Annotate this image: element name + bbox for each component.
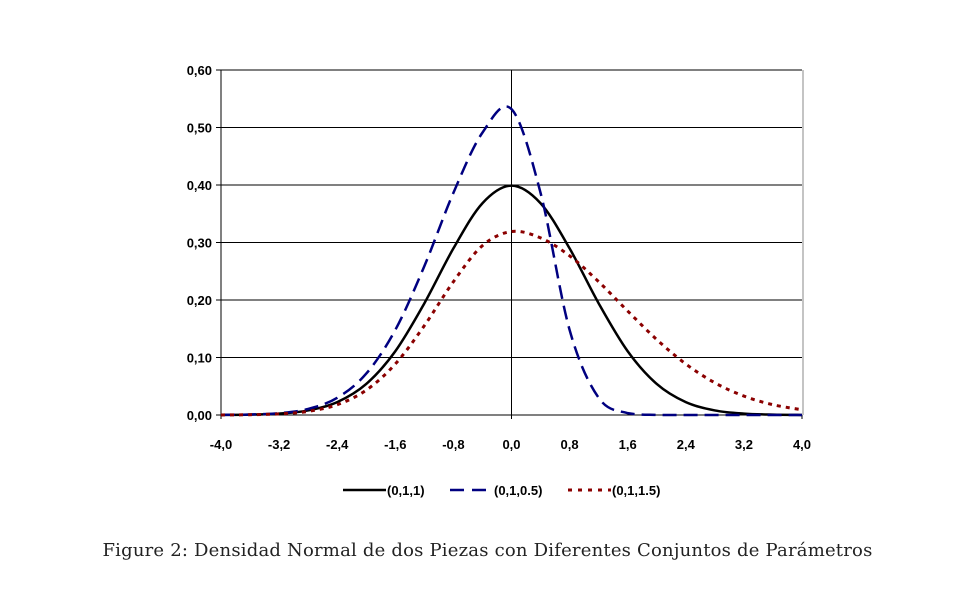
y-tick-label: 0,40 <box>187 178 212 193</box>
axes <box>220 70 804 419</box>
x-tick-label: -0,8 <box>442 437 464 452</box>
x-tick-label: -4,0 <box>210 437 232 452</box>
x-tick-label: 1,6 <box>619 437 637 452</box>
series-line-1 <box>220 105 802 417</box>
y-tick-label: 0,20 <box>187 293 212 308</box>
figure-caption: Figure 2: Densidad Normal de dos Piezas … <box>102 540 873 561</box>
x-tick-label: 4,0 <box>793 437 811 452</box>
x-axis-ticks: -4,0 -3,2 -2,4 -1,6 -0,8 0,0 0,8 1,6 2,4 3,2 4,0 <box>210 437 811 452</box>
y-tick-label: 0,00 <box>187 408 212 423</box>
x-tick-label: -2,4 <box>326 437 349 452</box>
y-tick-label: 0,60 <box>187 63 212 78</box>
x-tick-label: -3,2 <box>268 437 290 452</box>
x-tick-label: 2,4 <box>677 437 696 452</box>
y-tick-label: 0,50 <box>187 121 212 136</box>
series-line-0 <box>220 184 803 417</box>
series-lines <box>220 105 803 417</box>
x-tick-label: -1,6 <box>384 437 406 452</box>
legend-label: (0,1,1.5) <box>612 483 660 498</box>
legend-label: (0,1,0.5) <box>494 483 542 498</box>
y-tick-label: 0,10 <box>187 351 212 366</box>
x-tick-label: 3,2 <box>735 437 753 452</box>
x-tick-label: 0,0 <box>502 437 520 452</box>
y-axis-ticks: 0,00 0,10 0,20 0,30 0,40 0,50 0,60 <box>187 63 221 423</box>
legend-label: (0,1,1) <box>387 483 425 498</box>
x-tick-label: 0,8 <box>561 437 579 452</box>
y-tick-label: 0,30 <box>187 236 212 251</box>
legend: (0,1,1) (0,1,0.5) (0,1,1.5) <box>343 483 660 498</box>
